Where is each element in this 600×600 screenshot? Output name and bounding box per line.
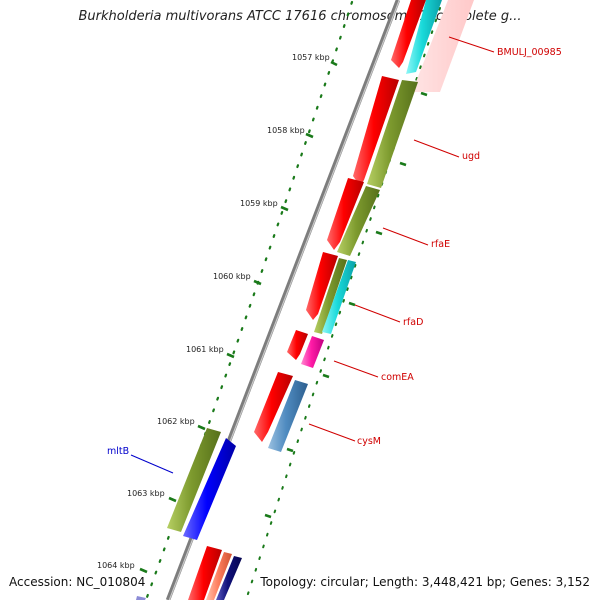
gene-block-salmon[interactable] <box>206 552 232 600</box>
gene-label-comea[interactable]: comEA <box>381 372 414 383</box>
gene-label-ugd[interactable]: ugd <box>462 151 480 162</box>
kbp-label: 1058 kbp <box>267 126 305 135</box>
gene-block-olive[interactable] <box>167 428 221 532</box>
gene-leader-lines <box>130 36 495 474</box>
gene-block-cyan[interactable] <box>406 0 442 74</box>
gene-block-pale[interactable] <box>412 0 474 92</box>
kbp-tick-marks <box>139 60 428 574</box>
gene-features[interactable] <box>136 0 474 600</box>
gene-labels: BMULJ_00985 ugd rfaE rfaD comEA cysM mlt… <box>107 47 562 457</box>
gene-block-steelblue[interactable] <box>268 380 308 452</box>
gene-block-red[interactable] <box>254 372 293 442</box>
genome-summary-text: Topology: circular; Length: 3,448,421 bp… <box>260 575 590 589</box>
gene-block-red[interactable] <box>188 546 222 600</box>
kbp-label: 1057 kbp <box>292 53 330 62</box>
gene-label-mltb[interactable]: mltB <box>107 446 129 457</box>
kbp-label: 1064 kbp <box>97 561 135 570</box>
kbp-label: 1062 kbp <box>157 417 195 426</box>
kbp-label: 1060 kbp <box>213 272 251 281</box>
gene-block-cyan[interactable] <box>322 260 356 334</box>
kbp-label: 1059 kbp <box>240 199 278 208</box>
gene-block-red[interactable] <box>306 252 338 320</box>
gene-block-red[interactable] <box>391 0 426 68</box>
gene-block-olive[interactable] <box>314 258 347 334</box>
gene-block-red[interactable] <box>327 178 364 250</box>
gene-block-olive[interactable] <box>337 186 380 256</box>
gene-block-navy[interactable] <box>216 556 242 600</box>
gene-block-magenta[interactable] <box>301 336 324 368</box>
gene-label-rfae[interactable]: rfaE <box>431 239 450 250</box>
kbp-label: 1063 kbp <box>127 489 165 498</box>
ruler-dots-inner <box>245 7 441 600</box>
kbp-tick-labels: 1057 kbp 1058 kbp 1059 kbp 1060 kbp 1061… <box>97 53 330 570</box>
gene-block-lavender[interactable] <box>136 596 146 600</box>
gene-block-blue[interactable] <box>183 438 236 540</box>
kbp-label: 1061 kbp <box>186 345 224 354</box>
gene-label-bmulj-00985[interactable]: BMULJ_00985 <box>497 47 562 58</box>
gene-label-cysm[interactable]: cysM <box>357 436 381 447</box>
gene-block-red[interactable] <box>287 330 308 360</box>
accession-text: Accession: NC_010804 <box>9 575 146 589</box>
gene-block-olive[interactable] <box>367 80 418 188</box>
gene-label-rfad[interactable]: rfaD <box>403 317 423 328</box>
gene-block-red[interactable] <box>353 76 399 186</box>
